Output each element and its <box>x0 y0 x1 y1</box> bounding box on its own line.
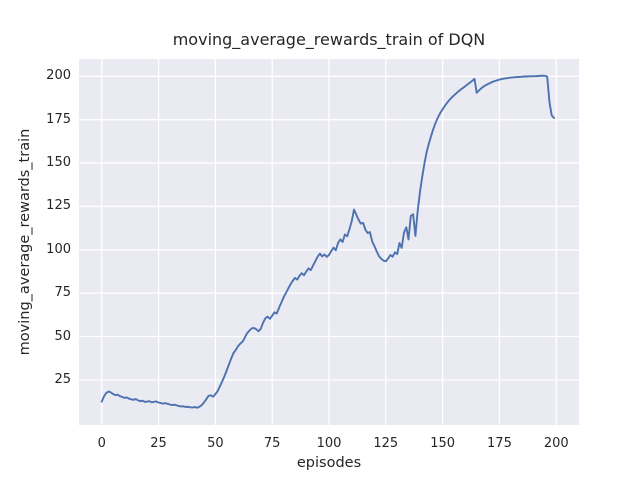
y-axis-label: moving_average_rewards_train <box>17 128 33 356</box>
y-tick-label: 25 <box>54 371 71 387</box>
x-tick-label: 125 <box>373 436 399 451</box>
x-tick-label: 100 <box>316 436 342 451</box>
plot-title: moving_average_rewards_train of DQN <box>172 30 486 49</box>
x-tick-label: 175 <box>487 436 512 451</box>
x-tick-label: 200 <box>543 436 569 451</box>
x-tick-label: 50 <box>207 436 224 451</box>
grid-lines <box>79 59 579 425</box>
y-tick-label: 100 <box>46 241 71 257</box>
y-tick-label: 75 <box>54 285 71 301</box>
x-tick-label: 25 <box>150 436 167 451</box>
y-tick-label: 150 <box>46 155 71 171</box>
y-tick-label: 200 <box>46 68 71 84</box>
y-tick-label: 125 <box>46 198 71 214</box>
x-tick-label: 150 <box>430 436 456 451</box>
x-tick-label: 0 <box>97 436 106 451</box>
x-axis-label: episodes <box>296 455 362 471</box>
y-tick-label: 175 <box>46 111 71 127</box>
line-series <box>100 74 555 409</box>
x-tick-label: 75 <box>263 436 281 451</box>
y-tick-label: 50 <box>54 328 71 344</box>
series-line <box>100 74 555 409</box>
